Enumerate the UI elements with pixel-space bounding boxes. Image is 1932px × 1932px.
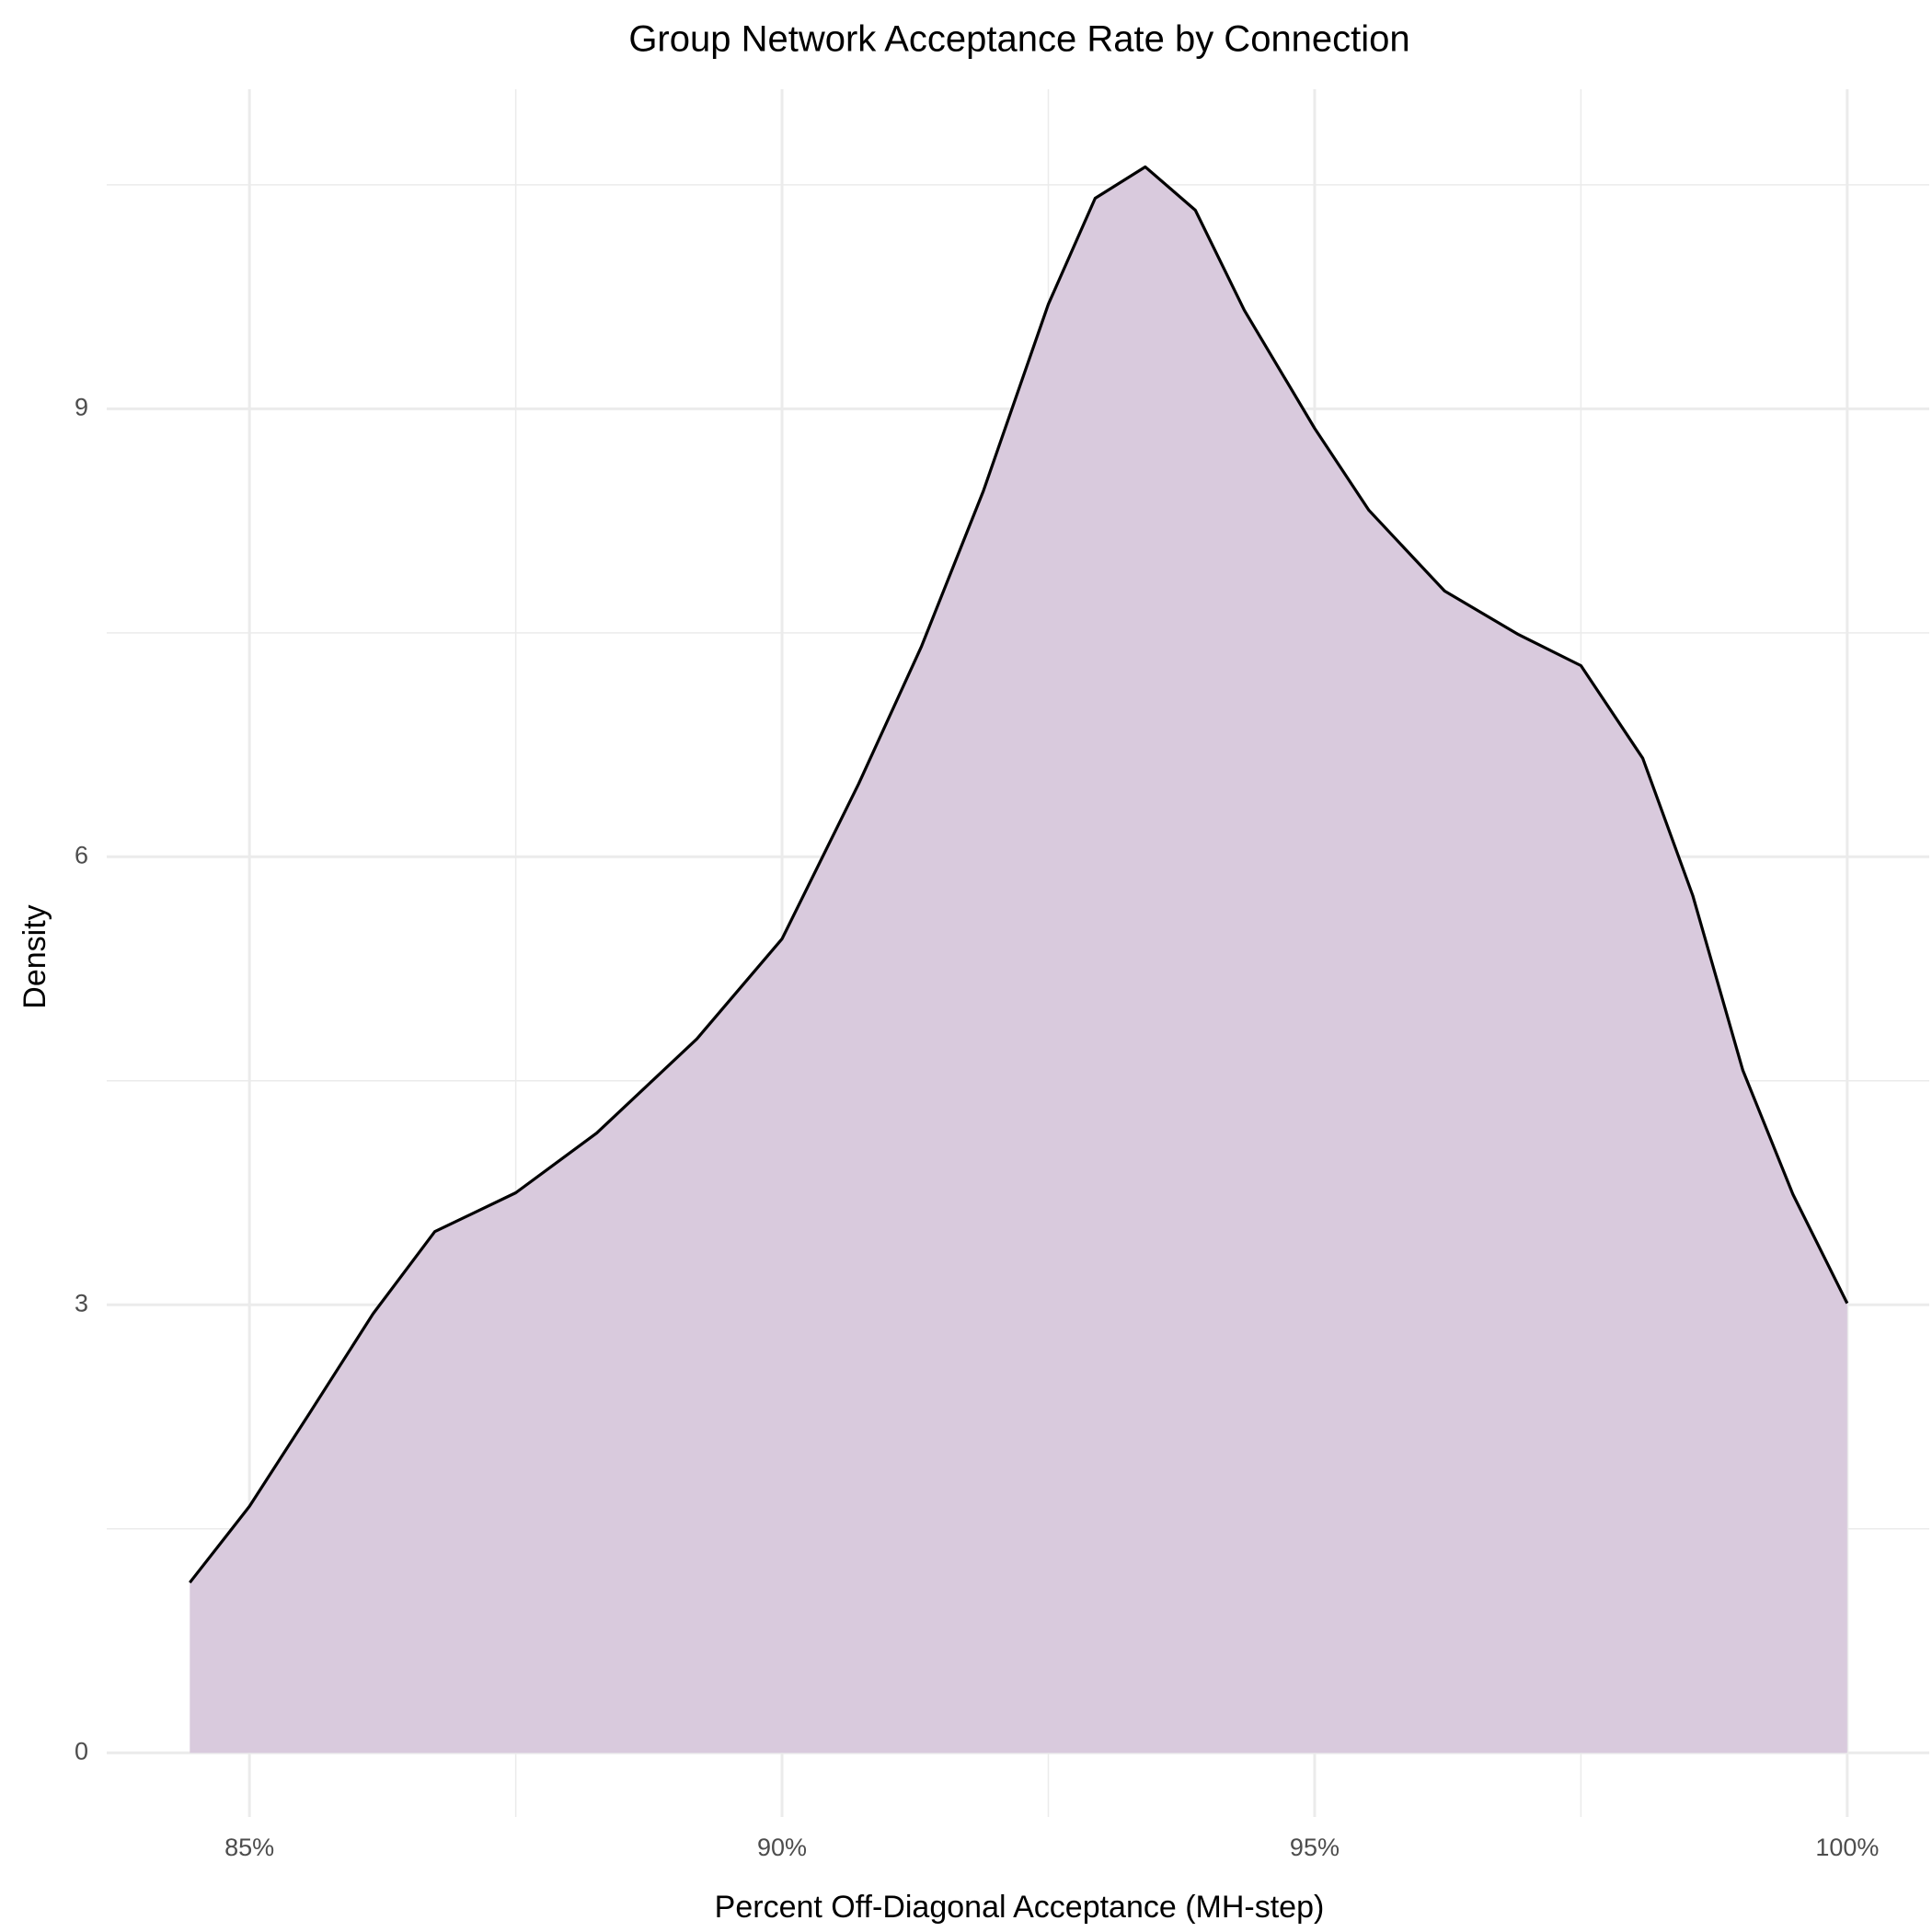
x-tick-label: 85% (224, 1834, 274, 1861)
y-tick-label: 6 (75, 841, 88, 868)
density-line (189, 165, 1849, 1584)
chart-title: Group Network Acceptance Rate by Connect… (628, 19, 1409, 60)
y-tick-label: 3 (75, 1289, 88, 1317)
y-tick-label: 0 (75, 1737, 88, 1765)
x-axis-title: Percent Off-Diagonal Acceptance (MH-step… (715, 1890, 1325, 1925)
x-tick-label: 90% (757, 1834, 807, 1861)
y-axis-title: Density (17, 904, 52, 1008)
x-tick-label: 95% (1290, 1834, 1340, 1861)
x-tick-label: 100% (1815, 1834, 1879, 1861)
density-area (190, 167, 1847, 1754)
y-tick-label: 9 (75, 393, 88, 420)
